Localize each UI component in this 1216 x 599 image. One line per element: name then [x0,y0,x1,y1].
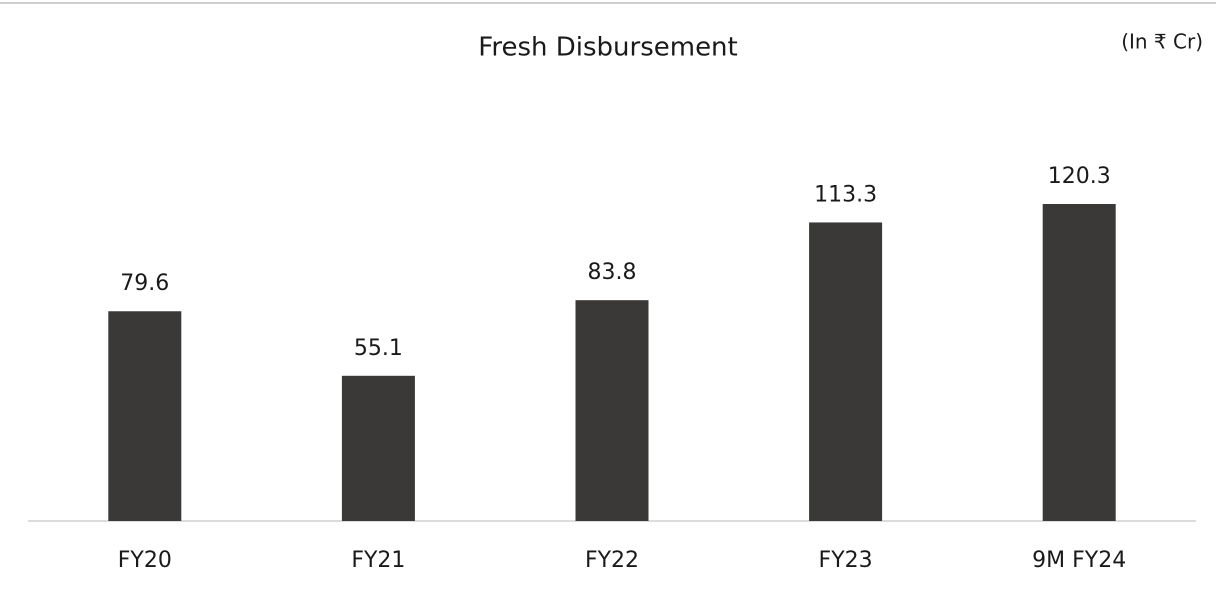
value-label: 79.6 [120,271,169,296]
bar [809,222,883,521]
x-tick-label: FY20 [118,548,172,573]
bar [575,300,649,521]
value-label: 83.8 [588,260,637,285]
x-tick-label: FY22 [585,548,639,573]
value-label: 113.3 [814,182,877,207]
value-label: 120.3 [1048,164,1111,189]
bar [108,311,182,521]
bar [341,375,415,521]
x-tick-label: FY23 [819,548,873,573]
value-label: 55.1 [354,336,403,361]
bar [1042,204,1116,521]
x-tick-label: FY21 [351,548,405,573]
unit-label: (In ₹ Cr) [1121,30,1203,54]
chart-title: Fresh Disbursement [478,33,737,63]
x-tick-label: 9M FY24 [1032,548,1126,573]
